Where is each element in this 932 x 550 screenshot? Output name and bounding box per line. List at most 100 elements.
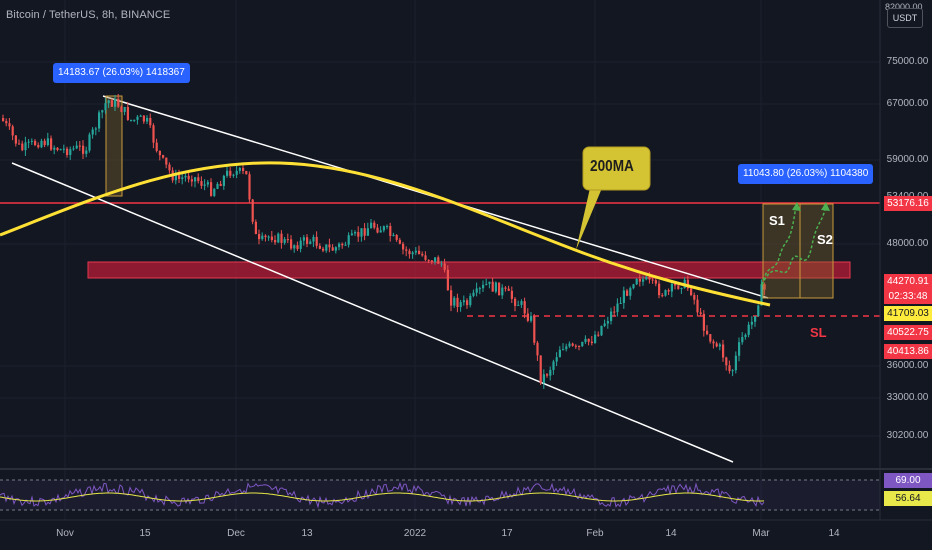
rsi-value-label: 56.64 [884, 491, 932, 506]
candle-body [370, 222, 373, 229]
candle-body [443, 263, 446, 270]
candle-body [216, 183, 219, 189]
rsi-band [0, 480, 880, 510]
candle-body [677, 285, 680, 289]
candle-body [450, 290, 453, 306]
candle-body [258, 234, 261, 240]
candle-body [581, 341, 584, 347]
candle-body [126, 106, 129, 120]
channel-lower-line[interactable] [11, 162, 734, 463]
candle-body [600, 325, 603, 336]
candle-body [590, 341, 593, 344]
candle-body [488, 281, 491, 284]
candle-body [75, 145, 78, 149]
last-price-label[interactable]: 44270.91 [884, 274, 932, 289]
candle-body [248, 174, 251, 200]
projection-path-s1[interactable] [761, 204, 797, 286]
candle-body [523, 301, 526, 314]
candle-body [536, 342, 539, 356]
candle-body [738, 342, 741, 356]
candle-body [645, 276, 648, 280]
candle-body [334, 247, 337, 251]
candle-body [466, 300, 469, 306]
ma-price-label[interactable]: 41709.03 [884, 306, 932, 321]
candle-body [149, 117, 152, 126]
candle-body [43, 140, 46, 146]
chart-title[interactable]: Bitcoin / TetherUS, 8h, BINANCE [6, 9, 171, 21]
candle-body [421, 254, 424, 256]
candle-body [478, 288, 481, 290]
candle-body [392, 234, 395, 236]
ma-callout-box[interactable] [582, 146, 651, 191]
candle-body [440, 263, 443, 265]
candle-body [674, 284, 677, 286]
top-tick-truncated: 82000.00 [885, 2, 923, 12]
candle-body [2, 118, 5, 122]
candle-body [642, 279, 645, 282]
candle-body [133, 119, 136, 121]
candle-body [402, 243, 405, 250]
candle-body [315, 236, 318, 246]
candle-body [197, 177, 200, 182]
price-tick: 48000.00 [886, 238, 929, 249]
resistance-price-label[interactable]: 53176.16 [884, 196, 932, 211]
candle-body [101, 110, 104, 113]
candle-body [117, 99, 120, 107]
candle-body [616, 303, 619, 313]
candle-body [139, 115, 142, 117]
candle-body [88, 134, 91, 151]
candle-body [510, 290, 513, 299]
candle-body [667, 290, 670, 292]
measure-label-right[interactable]: 11043.80 (26.03%) 1104380 [738, 164, 874, 184]
candle-body [507, 288, 510, 291]
candle-body [136, 116, 139, 120]
candle-body [469, 295, 472, 306]
candle-body [530, 316, 533, 321]
level-price-label-1[interactable]: 40522.75 [884, 325, 932, 340]
candle-body [264, 235, 267, 238]
candle-body [232, 174, 235, 176]
rsi-indicator [0, 481, 765, 509]
candlestick-series [2, 93, 766, 389]
candle-body [702, 313, 705, 331]
resistance-zone[interactable] [87, 261, 851, 279]
level-price-label-2[interactable]: 40413.86 [884, 344, 932, 359]
candle-body [562, 349, 565, 351]
candle-body [254, 221, 257, 235]
measure-label-left[interactable]: 14183.67 (26.03%) 1418367 [53, 63, 190, 83]
candle-body [632, 284, 635, 289]
candle-body [158, 150, 161, 156]
ma-200-line[interactable] [0, 161, 771, 307]
ma-callout-label: 200MA [590, 158, 634, 175]
candle-body [610, 311, 613, 322]
measure-box-left[interactable] [105, 95, 123, 197]
candle-body [344, 244, 347, 246]
candle-body [325, 244, 328, 251]
candle-body [226, 170, 229, 176]
candle-body [53, 147, 56, 150]
candle-body [514, 298, 517, 306]
candle-body [206, 182, 209, 185]
candle-body [155, 142, 158, 151]
candle-body [379, 230, 382, 233]
price-tick: 67000.00 [886, 98, 929, 109]
price-tick: 30200.00 [886, 430, 929, 441]
candle-body [322, 248, 325, 251]
candle-body [760, 284, 763, 306]
candle-body [427, 259, 430, 261]
candle-body [686, 279, 689, 289]
candle-body [424, 255, 427, 260]
candle-body [706, 330, 709, 335]
currency-button[interactable]: USDT [887, 8, 923, 28]
candle-body [741, 337, 744, 343]
candle-body [187, 175, 190, 180]
price-tick: 36000.00 [886, 360, 929, 371]
time-tick: 2022 [403, 528, 427, 539]
ma-callout-pointer [576, 188, 602, 250]
candle-body [293, 245, 296, 249]
candle-body [91, 129, 94, 135]
candle-body [174, 175, 177, 181]
time-tick: Nov [56, 528, 74, 539]
candle-body [680, 287, 683, 289]
